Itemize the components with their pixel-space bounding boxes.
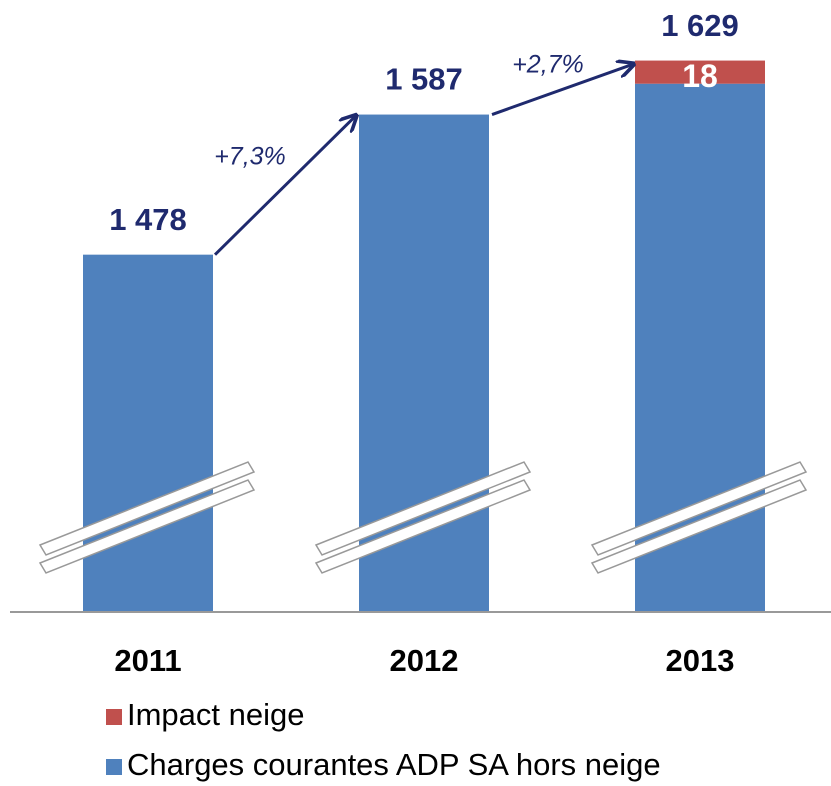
growth-label: +2,7% <box>512 51 584 79</box>
axis-break <box>314 461 532 556</box>
legend-swatch <box>106 709 122 725</box>
total-label: 1 629 <box>661 8 739 43</box>
axis-break <box>38 461 256 556</box>
legend-label: Impact neige <box>127 697 305 732</box>
segment-label: 18 <box>682 58 718 94</box>
legend-label: Charges courantes ADP SA hors neige <box>127 747 661 782</box>
growth-arrow <box>491 65 632 116</box>
total-label: 1 587 <box>385 62 463 97</box>
x-tick-label: 2011 <box>114 643 181 678</box>
growth-arrow <box>213 117 355 256</box>
bar-segment <box>83 254 213 612</box>
axis-break <box>590 479 808 574</box>
legend-swatch <box>106 759 122 775</box>
total-label: 1 478 <box>109 202 187 237</box>
axis-break <box>314 479 532 574</box>
x-tick-label: 2012 <box>390 643 459 678</box>
axis-break <box>38 479 256 574</box>
bar-segment <box>635 60 765 84</box>
x-tick-label: 2013 <box>666 643 735 678</box>
growth-label: +7,3% <box>214 143 286 171</box>
axis-break <box>590 461 808 556</box>
